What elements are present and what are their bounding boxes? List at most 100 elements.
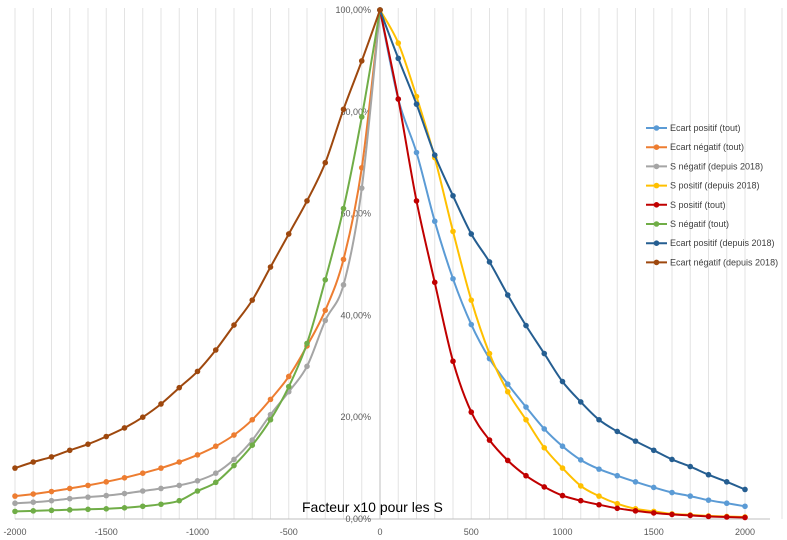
data-point: [194, 478, 201, 484]
data-point: [121, 505, 128, 511]
series-4: [377, 7, 748, 521]
data-point: [48, 497, 55, 504]
data-point: [541, 444, 548, 451]
legend-label: Ecart négatif (depuis 2018): [670, 257, 778, 267]
data-point: [30, 459, 37, 465]
data-point: [377, 7, 383, 13]
series-5: [12, 7, 383, 515]
legend-label: Ecart négatif (tout): [670, 142, 744, 152]
data-point: [468, 321, 475, 328]
data-point: [285, 231, 292, 237]
data-point: [577, 497, 584, 504]
data-point: [121, 474, 128, 481]
data-point: [450, 275, 456, 282]
data-point: [304, 340, 310, 347]
x-tick-label: 500: [464, 527, 479, 537]
legend-marker: [653, 182, 660, 189]
legend-label: Ecart positif (depuis 2018): [670, 238, 775, 248]
data-point: [358, 58, 365, 64]
data-point: [687, 512, 694, 519]
legend-item: Ecart négatif (tout): [646, 142, 744, 152]
legend-item: Ecart positif (depuis 2018): [646, 238, 775, 248]
y-tick-label: 80,00%: [340, 107, 371, 117]
data-point: [559, 465, 566, 471]
vertical-gridlines: [14, 8, 783, 519]
y-tick-label: 100,00%: [335, 5, 371, 15]
data-point: [103, 506, 110, 512]
data-point: [249, 297, 256, 303]
series-line: [379, 9, 746, 519]
data-point: [614, 500, 621, 507]
legend-marker: [653, 202, 660, 208]
legend-marker: [653, 240, 660, 246]
data-point: [85, 441, 91, 447]
data-point: [194, 452, 201, 458]
data-point: [559, 492, 566, 499]
data-point: [212, 479, 219, 486]
series-layer: [12, 7, 748, 521]
y-tick-label: 0,00%: [345, 514, 371, 524]
data-point: [158, 465, 164, 471]
data-point: [176, 482, 183, 489]
data-point: [158, 485, 164, 492]
data-point: [30, 499, 37, 506]
legend-label: S positif (depuis 2018): [670, 181, 760, 191]
data-point: [139, 414, 146, 421]
data-point: [12, 465, 18, 471]
data-point: [66, 447, 73, 454]
data-point: [176, 497, 183, 504]
data-point: [450, 228, 456, 235]
data-point: [742, 486, 748, 493]
data-point: [431, 152, 438, 158]
series-line: [14, 9, 381, 505]
data-point: [340, 256, 347, 263]
data-point: [596, 493, 602, 499]
data-point: [48, 454, 55, 460]
data-point: [669, 489, 675, 496]
data-point: [614, 428, 621, 435]
legend-item: S positif (depuis 2018): [646, 181, 760, 191]
data-point: [541, 426, 548, 432]
x-tick-labels: -2000 -1500 -1000 -500 0 500 1000 1500 2000: [3, 527, 755, 537]
data-point: [322, 317, 329, 324]
data-point: [66, 507, 73, 513]
data-point: [176, 459, 183, 465]
data-point: [650, 510, 657, 516]
series-0: [377, 7, 748, 510]
data-point: [723, 479, 730, 485]
data-point: [322, 276, 329, 283]
data-point: [158, 401, 164, 407]
data-point: [559, 443, 566, 450]
data-point: [450, 358, 456, 365]
data-point: [66, 485, 73, 492]
data-point: [12, 493, 18, 499]
data-point: [103, 433, 110, 440]
data-point: [523, 322, 529, 329]
legend-item: Ecart positif (tout): [646, 123, 741, 133]
data-point: [121, 425, 128, 431]
data-point: [541, 350, 548, 357]
legend-marker: [653, 221, 660, 227]
data-point: [85, 506, 91, 513]
data-point: [48, 488, 55, 495]
data-point: [212, 470, 219, 476]
data-point: [212, 443, 219, 450]
data-point: [705, 471, 712, 478]
data-point: [103, 492, 110, 499]
x-tick-label: 0: [377, 527, 382, 537]
series-1: [12, 7, 383, 499]
data-point: [12, 500, 18, 507]
legend-marker: [653, 259, 660, 266]
y-tick-label: 40,00%: [340, 310, 371, 320]
legend-label: S négatif (tout): [670, 219, 729, 229]
data-point: [468, 231, 475, 237]
legend-label: Ecart positif (tout): [670, 123, 741, 133]
data-point: [431, 218, 438, 225]
y-tick-labels: 0,00% 20,00% 40,00% 60,00% 80,00% 100,00%: [335, 5, 371, 524]
data-point: [103, 479, 110, 485]
data-point: [85, 482, 91, 489]
data-point: [504, 292, 511, 298]
x-tick-label: -2000: [3, 527, 26, 537]
chart-annotation: Facteur x10 pour les S: [302, 499, 443, 515]
data-point: [249, 416, 256, 423]
